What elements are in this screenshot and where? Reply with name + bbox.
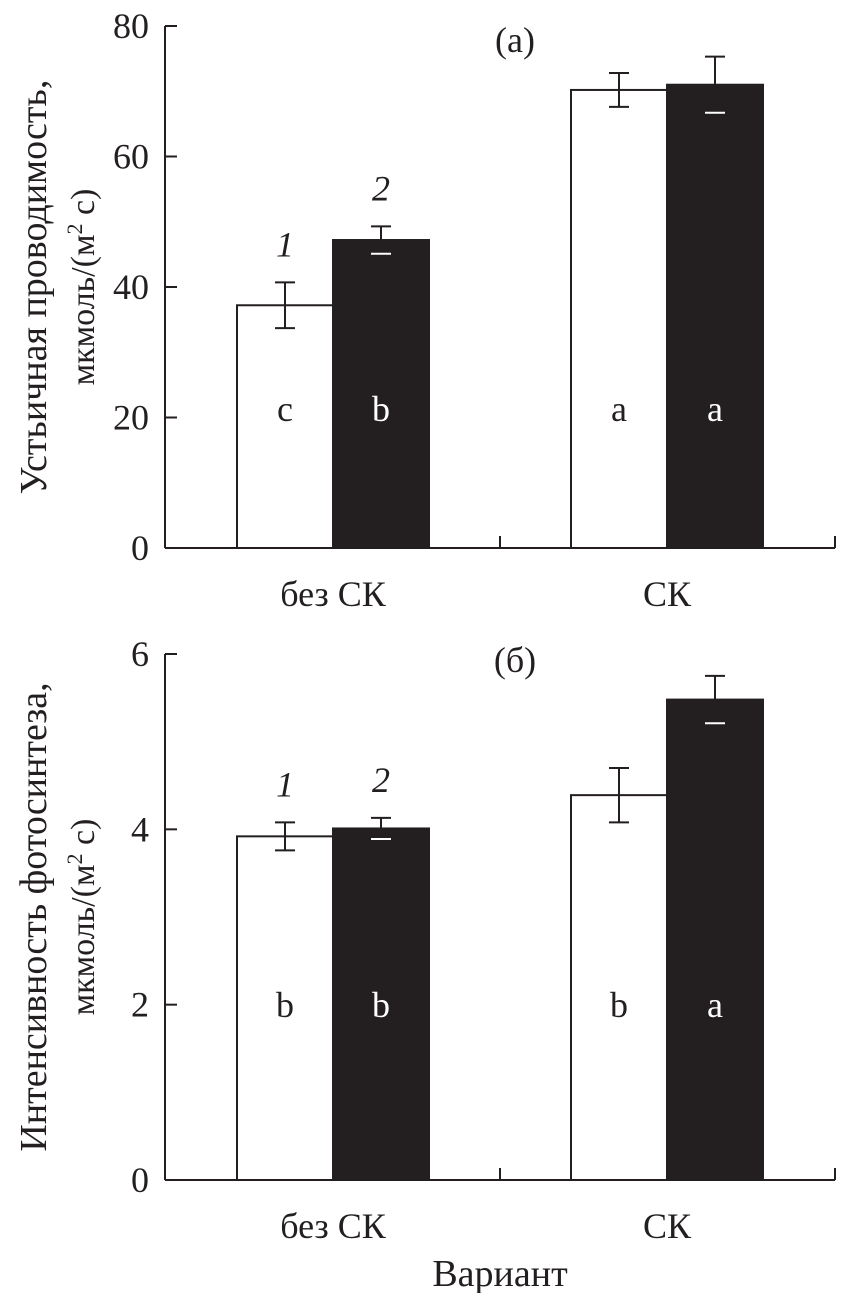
category-label: СК: [643, 574, 692, 614]
y-tick-label: 4: [131, 809, 149, 849]
bar: [666, 698, 764, 1181]
significance-letter: a: [707, 389, 723, 429]
y-axis-label: Устьичная проводимость,: [13, 80, 55, 495]
y-axis-label-units: мкмоль/(м2 с): [62, 189, 102, 386]
panel-title: (а): [495, 20, 535, 60]
panel-2: 0 2 4 6 (б) Интенсивность фотосинтеза, мкмоль/…: [13, 634, 836, 1293]
superscript: 2: [62, 224, 87, 235]
significance-letter: b: [372, 389, 390, 429]
significance-letter: a: [707, 985, 723, 1025]
units-end: с): [65, 819, 102, 854]
y-axis-label: Интенсивность фотосинтеза,: [13, 682, 55, 1151]
series-label: 2: [372, 760, 390, 800]
y-tick-label: 0: [131, 1160, 149, 1200]
category-label: без СК: [280, 574, 386, 614]
y-tick-label: 0: [131, 528, 149, 568]
series-label: 1: [276, 764, 294, 804]
x-axis-label: Вариант: [432, 1253, 568, 1293]
significance-letter: a: [611, 389, 627, 429]
y-tick-label: 60: [113, 137, 149, 177]
significance-letter: c: [277, 389, 293, 429]
bar: [666, 83, 764, 549]
y-tick-label: 2: [131, 985, 149, 1025]
y-tick-label: 6: [131, 634, 149, 674]
bar: [332, 239, 430, 550]
bar: [570, 794, 668, 1181]
series-label: 2: [372, 168, 390, 208]
panel-1: 0 20 40 60 80 (а) Устьичная проводимость, мкмол…: [13, 6, 836, 614]
units-end: с): [65, 189, 102, 224]
panel-title: (б): [494, 640, 536, 680]
significance-letter: b: [610, 985, 628, 1025]
category-label: СК: [643, 1206, 692, 1246]
significance-letter: b: [372, 985, 390, 1025]
category-label: без СК: [280, 1206, 386, 1246]
significance-letter: b: [276, 985, 294, 1025]
superscript: 2: [62, 854, 87, 865]
y-tick-label: 20: [113, 398, 149, 438]
y-tick-label: 40: [113, 267, 149, 307]
bar: [236, 835, 334, 1181]
bar: [570, 88, 668, 549]
series-label: 1: [276, 224, 294, 264]
y-tick-label: 80: [113, 6, 149, 46]
y-axis-label-units: мкмоль/(м2 с): [62, 819, 102, 1016]
